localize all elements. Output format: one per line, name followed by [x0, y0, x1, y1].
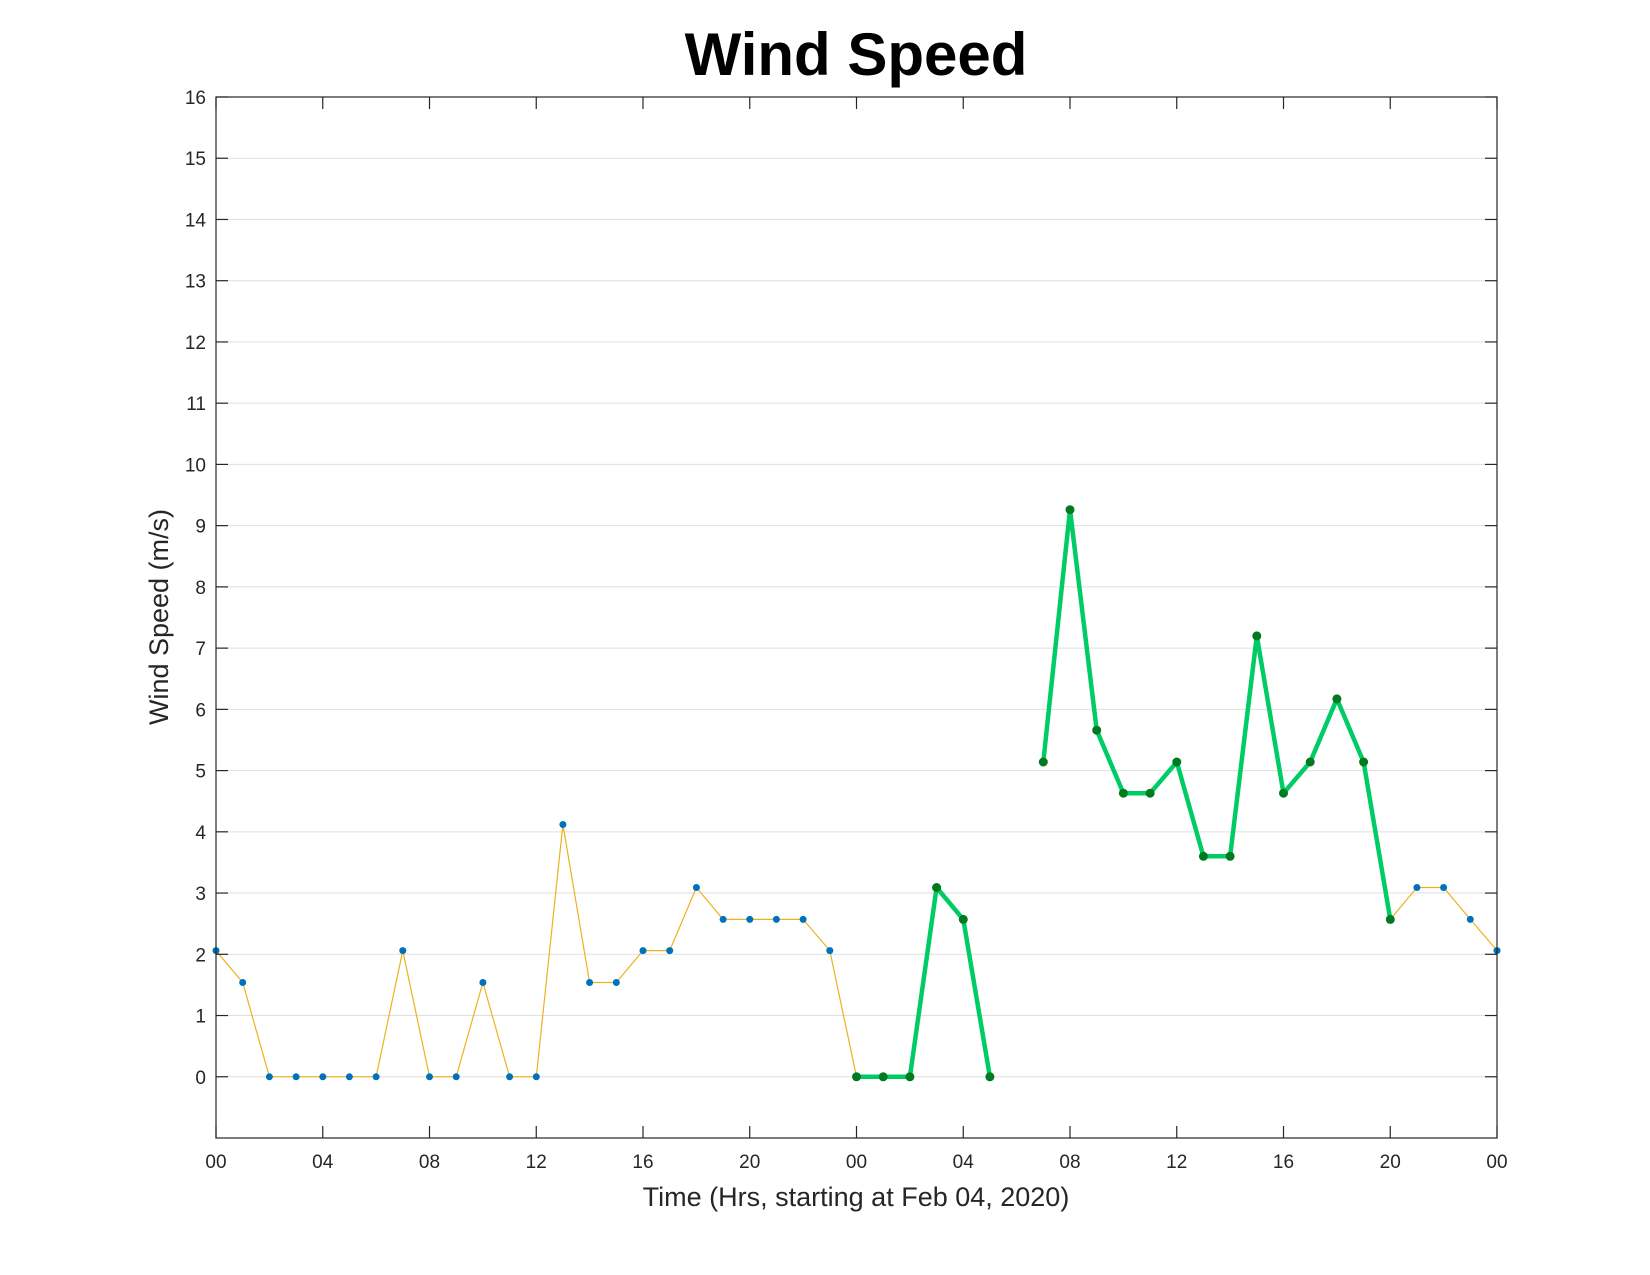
- highlight-data-point: [1385, 914, 1395, 924]
- highlight-data-point: [1305, 757, 1315, 767]
- x-tick-label: 12: [1166, 1152, 1187, 1173]
- data-point: [612, 979, 620, 986]
- highlight-data-point: [1279, 788, 1288, 798]
- data-point: [345, 1073, 353, 1081]
- data-point: [532, 1073, 540, 1081]
- data-point: [719, 915, 727, 923]
- data-point: [666, 947, 674, 955]
- highlight-data-point: [1332, 694, 1342, 704]
- data-point: [826, 947, 834, 955]
- data-point: [559, 821, 567, 828]
- x-tick-label: 12: [526, 1152, 547, 1173]
- data-point: [292, 1073, 300, 1081]
- y-tick-label: 2: [195, 945, 206, 966]
- x-tick-label: 00: [205, 1152, 226, 1173]
- data-point: [372, 1073, 380, 1081]
- data-point: [799, 915, 807, 923]
- data-point: [1413, 884, 1421, 891]
- highlight-data-point: [1145, 788, 1155, 798]
- highlight-data-point: [852, 1072, 861, 1082]
- highlight-data-point: [1065, 505, 1075, 515]
- chart-title: Wind Speed: [685, 21, 1028, 88]
- data-point: [506, 1073, 514, 1081]
- y-tick-label: 14: [185, 210, 207, 231]
- highlight-data-point: [932, 883, 942, 892]
- y-tick-label: 9: [195, 517, 206, 538]
- data-point: [239, 979, 247, 986]
- y-tick-label: 5: [195, 762, 206, 783]
- data-point: [772, 915, 780, 923]
- x-axis-label: Time (Hrs, starting at Feb 04, 2020): [643, 1182, 1070, 1212]
- highlight-data-point: [1172, 757, 1182, 767]
- y-tick-label: 11: [186, 394, 206, 415]
- y-tick-label: 13: [185, 272, 206, 293]
- data-point: [479, 979, 487, 986]
- x-tick-label: 08: [419, 1152, 440, 1173]
- highlight-data-point: [1225, 851, 1235, 861]
- x-tick-labels: 00 04 08 12 16 20 00 04 08 12 16 20 00: [205, 1152, 1507, 1173]
- data-point: [1466, 915, 1474, 923]
- data-point: [586, 979, 594, 986]
- data-point: [426, 1073, 433, 1081]
- data-point: [319, 1073, 327, 1081]
- tick-marks: [215, 96, 1498, 1138]
- highlight-data-point: [1038, 757, 1048, 767]
- y-tick-label: 3: [195, 884, 206, 905]
- highlight-data-point: [1118, 788, 1128, 798]
- y-tick-label: 4: [195, 823, 206, 844]
- y-tick-label: 16: [185, 88, 206, 109]
- y-tick-label: 6: [195, 700, 206, 721]
- highlight-data-point: [1198, 851, 1208, 861]
- data-point: [1440, 884, 1448, 891]
- highlight-data-point: [1359, 757, 1369, 767]
- y-tick-label: 1: [195, 1007, 206, 1028]
- x-tick-label: 16: [632, 1152, 653, 1173]
- x-tick-label: 00: [1486, 1152, 1507, 1173]
- y-tick-label: 12: [185, 333, 206, 354]
- highlight-data-point: [1092, 725, 1102, 735]
- y-tick-label: 15: [185, 149, 206, 170]
- series-layer: [212, 505, 1501, 1082]
- highlight-data-point: [1252, 631, 1262, 641]
- y-tick-label: 8: [195, 578, 206, 599]
- series-line-highlight: [1041, 507, 1393, 922]
- x-tick-label: 20: [739, 1152, 760, 1173]
- x-tick-label: 04: [953, 1152, 975, 1173]
- highlight-data-point: [878, 1072, 888, 1082]
- y-tick-label: 7: [195, 639, 206, 660]
- x-tick-label: 20: [1380, 1152, 1401, 1173]
- y-tick-label: 0: [195, 1068, 206, 1089]
- data-point: [746, 915, 754, 923]
- highlight-data-point: [985, 1072, 995, 1082]
- highlight-data-point: [958, 914, 968, 924]
- y-tick-label: 10: [185, 455, 206, 476]
- x-tick-label: 08: [1059, 1152, 1080, 1173]
- data-point: [692, 884, 700, 891]
- data-point: [639, 947, 647, 955]
- x-tick-label: 16: [1273, 1152, 1294, 1173]
- data-point: [265, 1073, 273, 1081]
- highlight-data-point: [905, 1072, 915, 1082]
- y-axis-label: Wind Speed (m/s): [144, 509, 174, 725]
- data-point: [399, 947, 407, 955]
- data-point: [452, 1073, 460, 1081]
- x-tick-label: 04: [312, 1152, 334, 1173]
- x-tick-label: 00: [846, 1152, 867, 1173]
